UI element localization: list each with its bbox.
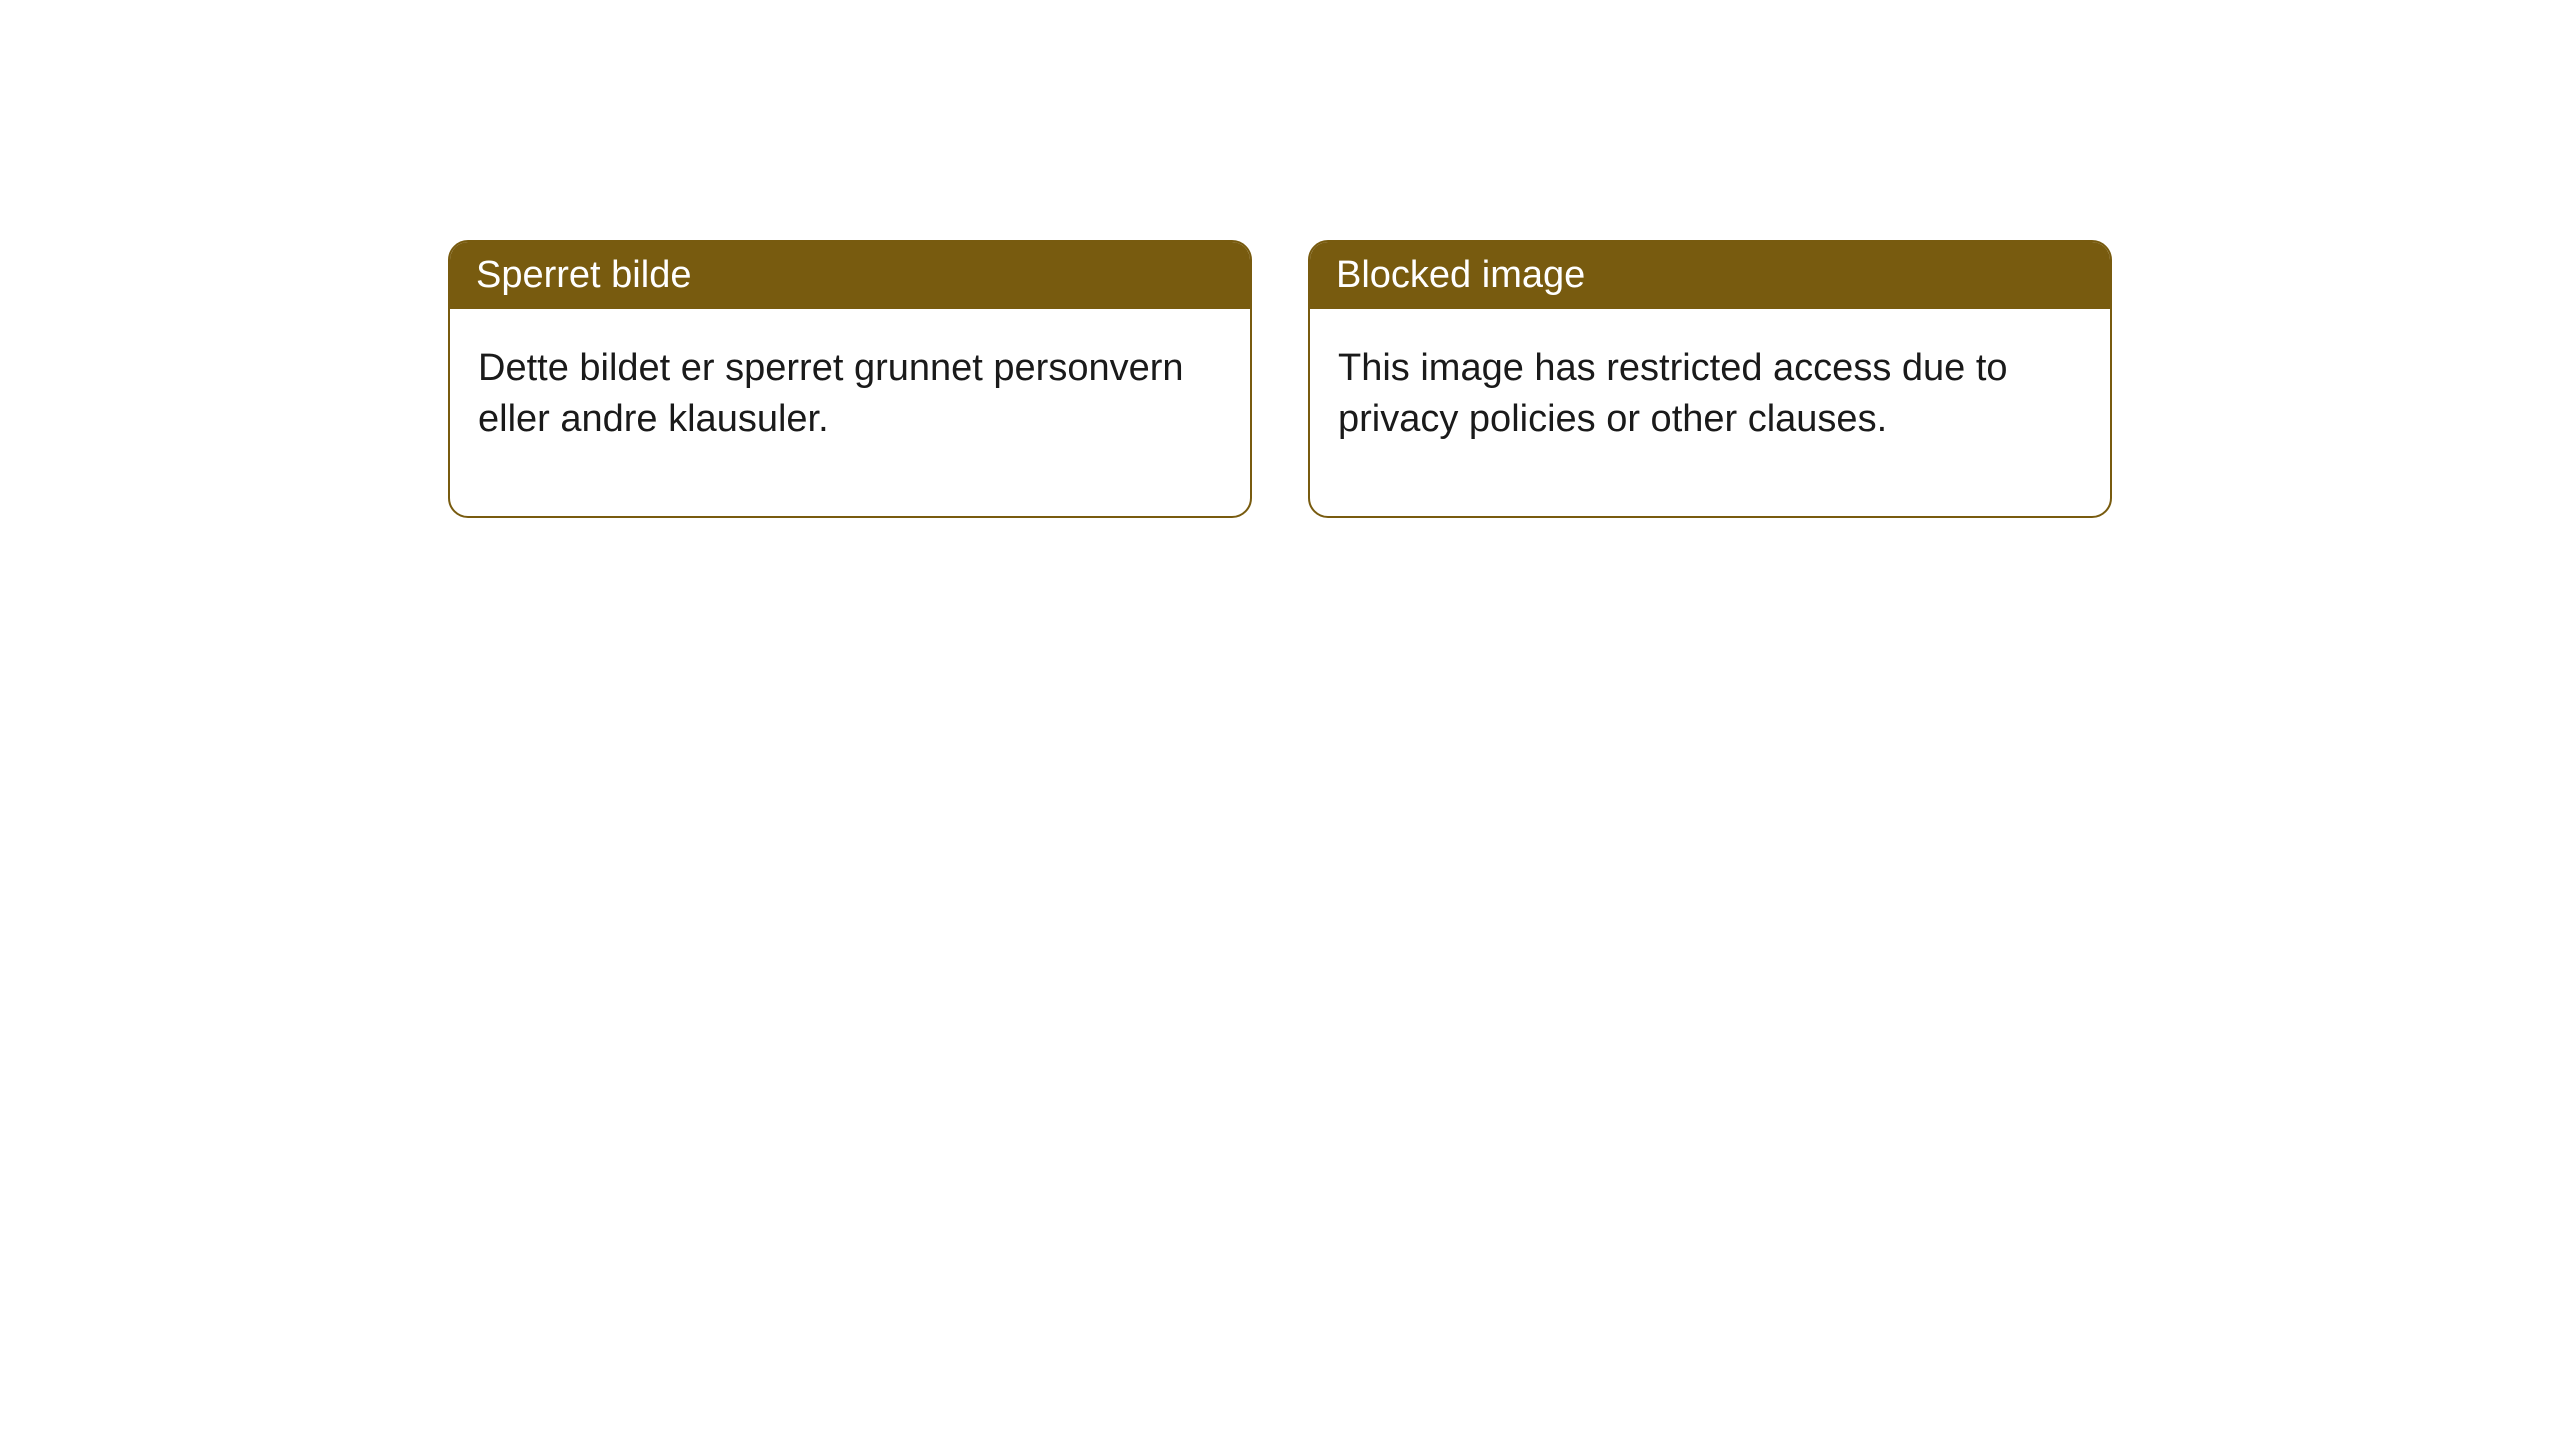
notice-card-header: Sperret bilde: [450, 242, 1250, 309]
notice-header-text: Sperret bilde: [476, 254, 691, 296]
notice-card-body: Dette bildet er sperret grunnet personve…: [450, 309, 1250, 516]
notice-card-body: This image has restricted access due to …: [1310, 309, 2110, 516]
notice-card-header: Blocked image: [1310, 242, 2110, 309]
notice-card-english: Blocked image This image has restricted …: [1308, 240, 2112, 518]
notice-card-norwegian: Sperret bilde Dette bildet er sperret gr…: [448, 240, 1252, 518]
notice-container: Sperret bilde Dette bildet er sperret gr…: [0, 0, 2560, 518]
notice-body-text: Dette bildet er sperret grunnet personve…: [478, 347, 1184, 440]
notice-header-text: Blocked image: [1336, 254, 1585, 296]
notice-body-text: This image has restricted access due to …: [1338, 347, 2008, 440]
